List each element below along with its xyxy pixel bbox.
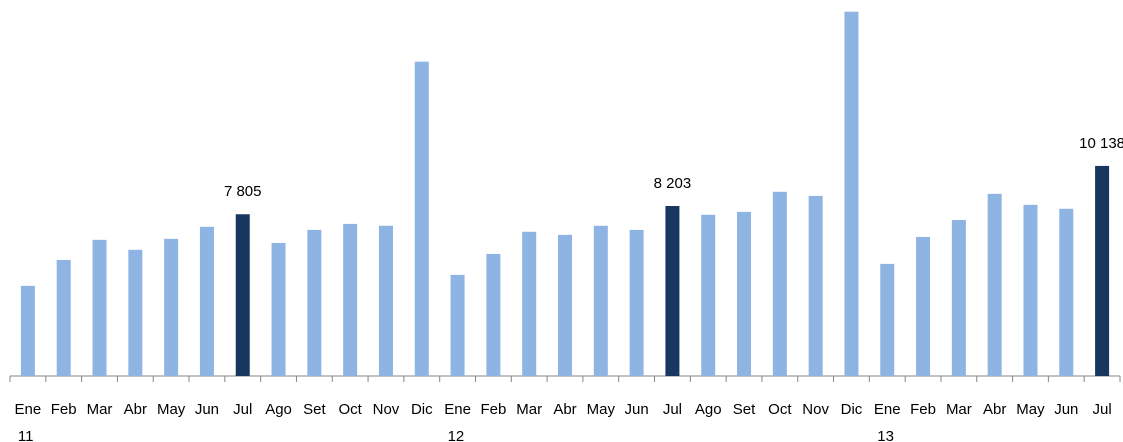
bar [56,259,71,376]
x-tick-label: Feb [51,401,77,418]
bar [772,191,787,376]
x-tick-label: Mar [87,401,113,418]
data-label: 8 203 [654,175,692,192]
x-tick-label: Mar [946,401,972,418]
bar [486,253,501,376]
bar [414,61,429,376]
x-tick-label: Abr [124,401,147,418]
bar [271,242,286,376]
data-label: 10 138 [1079,135,1123,152]
x-tick-label: Oct [338,401,362,418]
bar [701,214,716,376]
bar [593,225,608,376]
bar [92,239,107,376]
bar [20,285,35,376]
bar [522,231,537,376]
bar [164,238,179,376]
x-tick-label: Jul [1093,401,1112,418]
data-label: 7 805 [224,183,262,200]
x-tick-label: May [157,401,186,418]
bar [235,214,250,376]
bar [378,225,393,376]
x-tick-label: Ene [874,401,901,418]
x-tick-label: Ene [15,401,42,418]
x-tick-label: May [1016,401,1045,418]
x-tick-label: Nov [802,401,829,418]
x-tick-label: Jun [1054,401,1078,418]
x-tick-label: Jul [663,401,682,418]
bar [951,219,966,376]
x-tick-label: Dic [841,401,863,418]
x-tick-label: Mar [516,401,542,418]
x-tick-label: Abr [553,401,576,418]
x-tick-label: Abr [983,401,1006,418]
bar [199,226,214,376]
bar [844,11,859,376]
year-label: 11 [18,428,34,442]
x-tick-label: Oct [768,401,792,418]
x-tick-label: Set [303,401,326,418]
x-tick-label: Ago [265,401,292,418]
bar [558,234,572,376]
x-tick-label: Ene [444,401,471,418]
bar [987,193,1002,376]
bar [629,229,644,376]
x-tick-label: Ago [695,401,722,418]
x-tick-label: Set [733,401,756,418]
x-tick-label: Dic [411,401,433,418]
bar [1095,165,1110,376]
x-tick-label: Jul [233,401,252,418]
bar [737,211,752,376]
bar [343,223,358,376]
x-tick-label: Jun [195,401,219,418]
x-tick-label: Feb [910,401,936,418]
bar [916,236,931,376]
x-tick-label: Nov [373,401,400,418]
year-label: 13 [877,428,894,442]
bar [307,229,322,376]
year-label: 12 [448,428,465,442]
bar [1023,204,1038,376]
bar [450,274,465,376]
bar [665,206,680,376]
x-tick-label: May [587,401,616,418]
bar [128,249,143,376]
bar [1059,208,1074,376]
bar [880,263,895,376]
x-tick-label: Jun [625,401,649,418]
x-tick-label: Feb [480,401,506,418]
bar [808,195,823,376]
